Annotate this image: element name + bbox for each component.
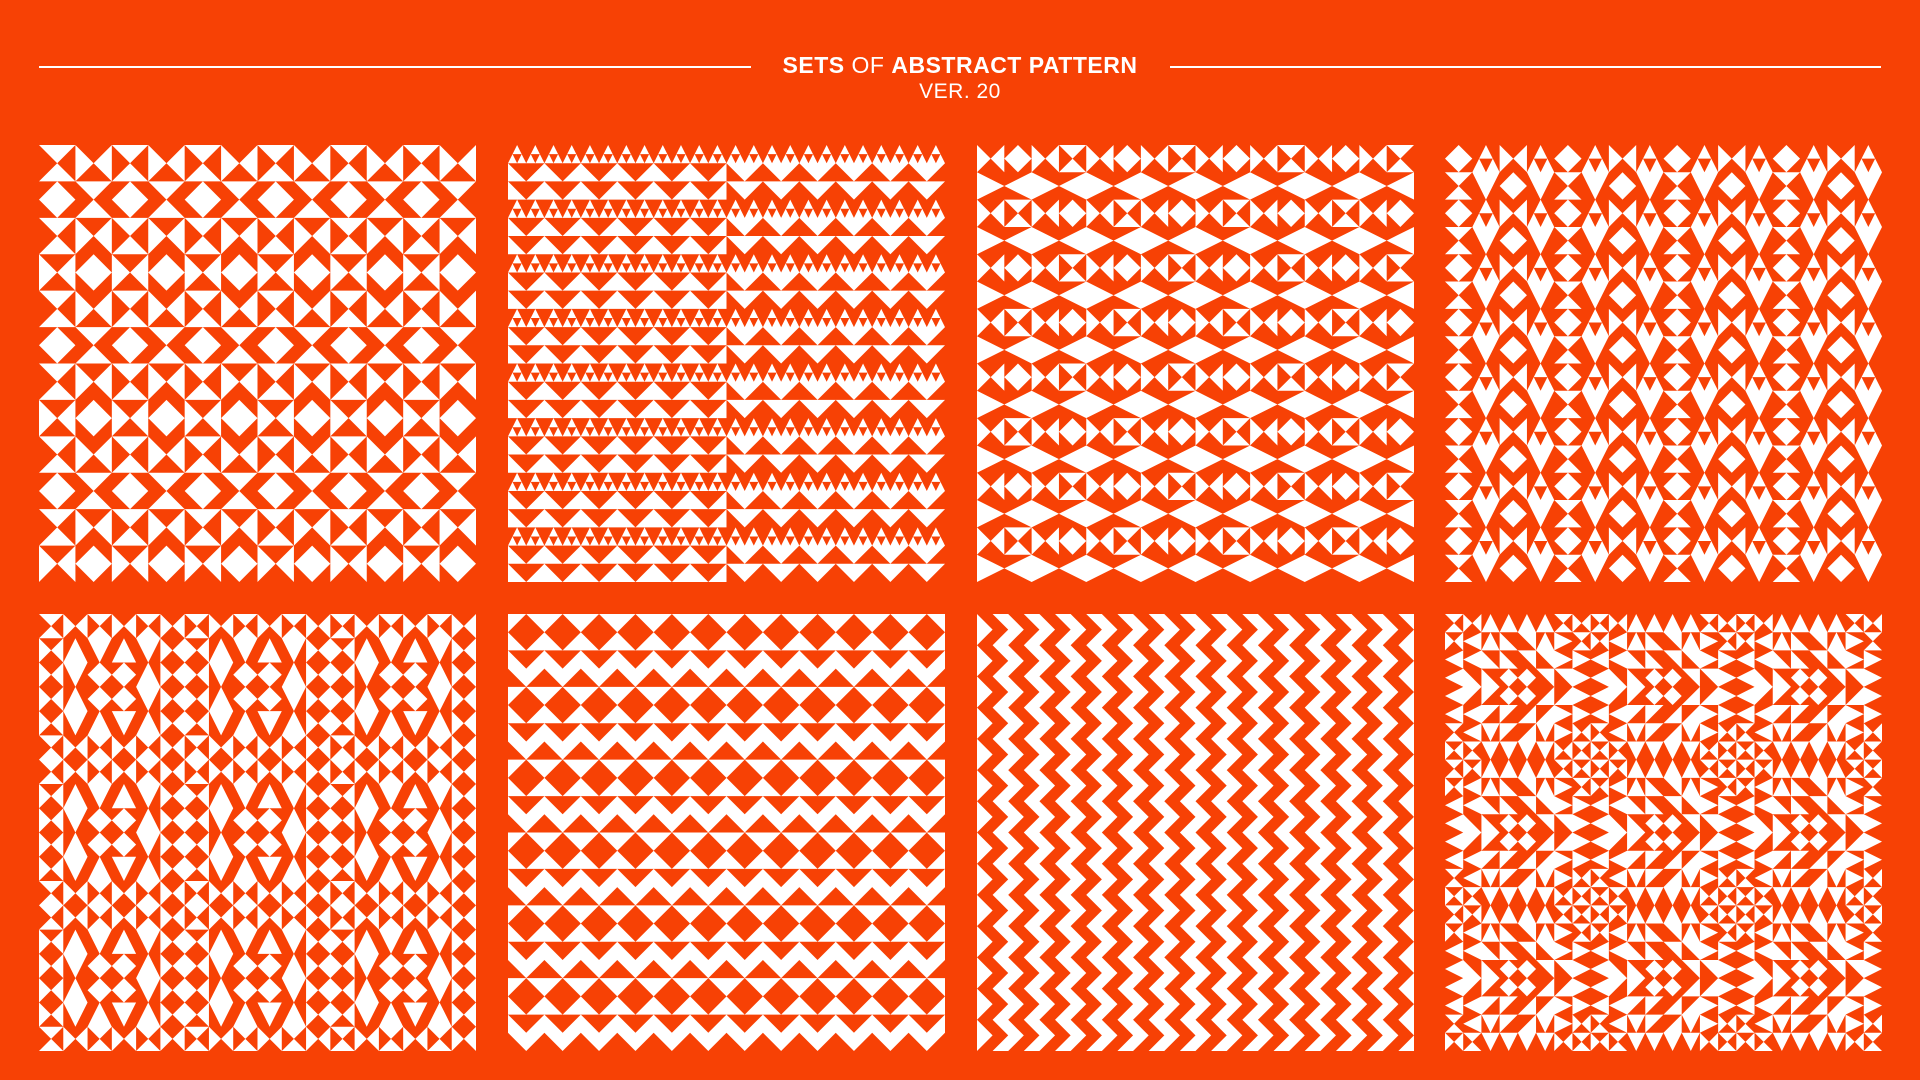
pattern-6: [508, 614, 945, 1051]
header-rule-right: [1170, 66, 1881, 68]
title-part-of: OF: [851, 52, 885, 78]
title-part-sets: SETS: [782, 52, 845, 78]
pattern-5: [39, 614, 476, 1051]
pattern-2: [508, 145, 945, 582]
page-title: SETS OF ABSTRACT PATTERN: [760, 54, 1160, 77]
pattern-3: [977, 145, 1414, 582]
title-part-abstract-pattern: ABSTRACT PATTERN: [891, 52, 1138, 78]
pattern-8: [1445, 614, 1882, 1051]
pattern-1: [39, 145, 476, 582]
title-block: SETS OF ABSTRACT PATTERN VER. 20: [760, 54, 1160, 103]
pattern-7: [977, 614, 1414, 1051]
version-subtitle: VER. 20: [919, 80, 1001, 103]
header-rule-left: [39, 66, 751, 68]
pattern-4: [1445, 145, 1882, 582]
header: SETS OF ABSTRACT PATTERN VER. 20: [0, 0, 1920, 140]
